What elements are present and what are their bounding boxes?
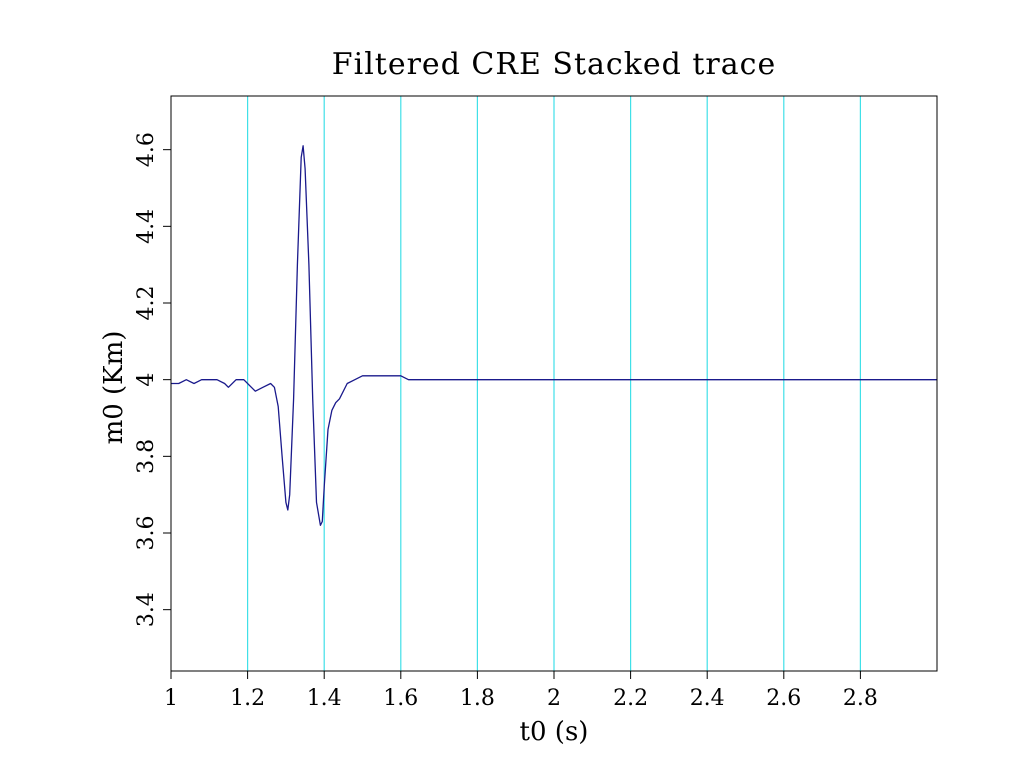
x-tick-label: 2.4	[690, 686, 725, 711]
y-tick-label: 4.2	[134, 286, 159, 321]
y-tick-label: 3.6	[134, 516, 159, 551]
y-tick-label: 3.8	[134, 439, 159, 474]
x-tick-label: 1	[164, 686, 178, 711]
series-line	[171, 145, 937, 526]
x-tick-label: 2.6	[766, 686, 801, 711]
y-tick-label: 4.6	[134, 132, 159, 167]
series-layer	[171, 145, 937, 526]
x-tick-label: 1.2	[230, 686, 265, 711]
x-tick-label: 2.2	[613, 686, 648, 711]
y-tick-label: 4.4	[134, 209, 159, 244]
y-tick-label: 4	[134, 373, 159, 387]
x-tick-label: 2.8	[843, 686, 878, 711]
x-tick-label: 2	[547, 686, 561, 711]
x-tick-label: 1.4	[307, 686, 342, 711]
x-axis-ticks: 1 1.2 1.4 1.6 1.8 2 2.2 2.4 2.6 2.8	[164, 671, 878, 711]
x-tick-label: 1.8	[460, 686, 495, 711]
y-axis-ticks: 3.4 3.6 3.8 4 4.2 4.4 4.6	[134, 132, 171, 627]
y-axis-label: m0 (Km)	[99, 331, 129, 445]
x-tick-label: 1.6	[383, 686, 418, 711]
chart-title: Filtered CRE Stacked trace	[332, 47, 776, 82]
gridlines	[247, 96, 862, 671]
y-tick-label: 3.4	[134, 592, 159, 627]
x-axis-label: t0 (s)	[520, 717, 589, 747]
